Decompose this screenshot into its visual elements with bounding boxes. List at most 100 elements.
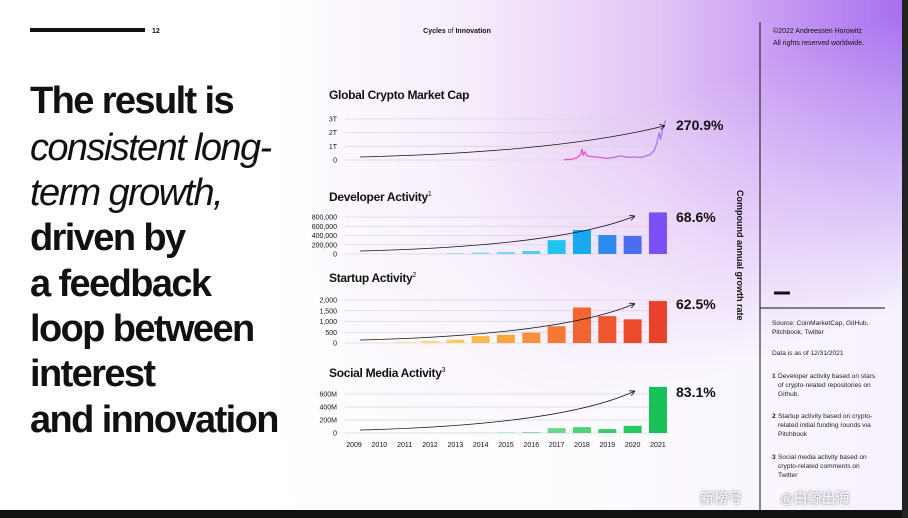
headline-line: term growth,: [30, 172, 222, 214]
bar: [547, 326, 566, 343]
x-tick-label: 2019: [600, 442, 616, 449]
trend-arrow: [359, 392, 634, 431]
y-tick-label: 200M: [319, 418, 337, 425]
axis-note: Compound annual growth rate: [735, 190, 745, 321]
copyright: ©2022 Andreessen Horowitz: [773, 27, 862, 35]
chart-title: Startup Activity2: [329, 271, 416, 285]
bottom-bar: [0, 510, 908, 518]
growth-rate: 68.6%: [676, 209, 716, 225]
bar: [496, 252, 515, 254]
note-text: Startup activity based on crypto-related…: [778, 413, 873, 438]
watermark: @白鲸出海: [780, 490, 850, 506]
x-tick-label: 2015: [498, 442, 514, 449]
x-tick-label: 2011: [397, 442, 412, 449]
y-tick-label: 0: [333, 431, 337, 438]
headline-line: The result is: [30, 80, 234, 122]
bar: [471, 336, 490, 343]
y-tick-label: 500: [325, 330, 337, 337]
bar: [623, 425, 642, 433]
headline-line: interest: [30, 353, 156, 395]
x-tick-label: 2010: [372, 442, 388, 449]
note-text: Developer activity based on stars of cry…: [778, 373, 876, 398]
y-tick-label: 3T: [329, 117, 338, 124]
y-tick-label: 800,000: [312, 215, 337, 222]
bar: [598, 429, 617, 433]
bar: [446, 253, 465, 254]
chart-title: Developer Activity1: [329, 190, 432, 204]
headline-line: driven by: [30, 217, 186, 259]
y-tick-label: 1T: [329, 144, 338, 151]
growth-rate: 270.9%: [676, 117, 724, 133]
bar: [572, 229, 591, 254]
bar: [420, 340, 439, 343]
note: 1 Developer activity based on stars of cr…: [772, 372, 876, 399]
y-tick-label: 0: [333, 158, 337, 165]
chart-title-text: Startup Activity: [329, 271, 413, 285]
y-tick-label: 400,000: [312, 233, 337, 240]
chart-title-text: Global Crypto Market Cap: [329, 88, 469, 102]
footnote-mark: 2: [412, 272, 416, 279]
bar: [598, 316, 617, 343]
header-title: Cycles of Innovation: [423, 28, 491, 35]
bar: [572, 427, 591, 433]
bar: [648, 301, 667, 343]
right-edge: [902, 0, 908, 518]
chart-title: Global Crypto Market Cap: [329, 88, 469, 102]
x-tick-label: 2020: [625, 442, 641, 449]
bar: [522, 250, 541, 254]
y-tick-label: 200,000: [312, 242, 337, 249]
source: Source: CoinMarketCap, GitHub, Pitchbook…: [772, 320, 869, 336]
bar: [623, 319, 642, 343]
trend-arrow: [359, 304, 634, 341]
y-tick-label: 1,000: [319, 319, 337, 326]
trend-arrow: [359, 126, 664, 158]
bar: [623, 235, 642, 254]
y-tick-label: 1,500: [319, 308, 337, 315]
y-tick-label: 600M: [319, 392, 337, 399]
y-tick-label: 0: [333, 252, 337, 259]
bar: [395, 341, 414, 343]
bar: [522, 332, 541, 343]
chart-title: Social Media Activity3: [329, 366, 446, 380]
headline-line: and innovation: [30, 399, 278, 441]
growth-rate: 62.5%: [676, 296, 716, 312]
headline-line: loop between: [30, 308, 254, 350]
x-tick-label: 2013: [448, 442, 464, 449]
bar: [598, 235, 617, 254]
y-tick-label: 0: [333, 341, 337, 348]
bar: [496, 432, 515, 433]
bar: [648, 212, 667, 254]
headline-line: consistent long-: [30, 127, 271, 169]
copyright: All rights reserved worldwide.: [773, 40, 864, 47]
x-tick-label: 2017: [549, 442, 565, 449]
note-number: 3: [772, 454, 776, 461]
growth-rate: 83.1%: [676, 384, 716, 400]
y-tick-label: 400M: [319, 405, 337, 412]
x-tick-label: 2014: [473, 442, 489, 449]
note-number: 2: [772, 413, 776, 420]
chart-title-text: Developer Activity: [329, 190, 428, 204]
note-text: Social media activity based on crypto-re…: [778, 454, 867, 479]
page-number: 12: [152, 28, 160, 35]
note: 3 Social media activity based on crypto-r…: [772, 453, 876, 480]
market-cap-line: [564, 120, 667, 161]
bar: [370, 342, 389, 343]
bar: [547, 428, 566, 433]
bar: [471, 252, 490, 254]
chart-title-text: Social Media Activity: [329, 366, 442, 380]
note-number: 1: [772, 373, 776, 380]
headline-line: a feedback: [30, 263, 213, 305]
footnote-mark: 3: [442, 367, 446, 374]
watermark: 新榜号: [700, 490, 742, 506]
x-tick-label: 2016: [524, 442, 540, 449]
date-note: Data is as of 12/31/2021: [772, 350, 844, 357]
bar: [496, 334, 515, 343]
footnote-mark: 1: [428, 191, 432, 198]
bar: [522, 432, 541, 433]
x-tick-label: 2018: [574, 442, 590, 449]
y-tick-label: 600,000: [312, 224, 337, 231]
trend-arrow: [359, 216, 634, 252]
x-tick-label: 2021: [650, 442, 666, 449]
y-tick-label: 2T: [329, 130, 338, 137]
